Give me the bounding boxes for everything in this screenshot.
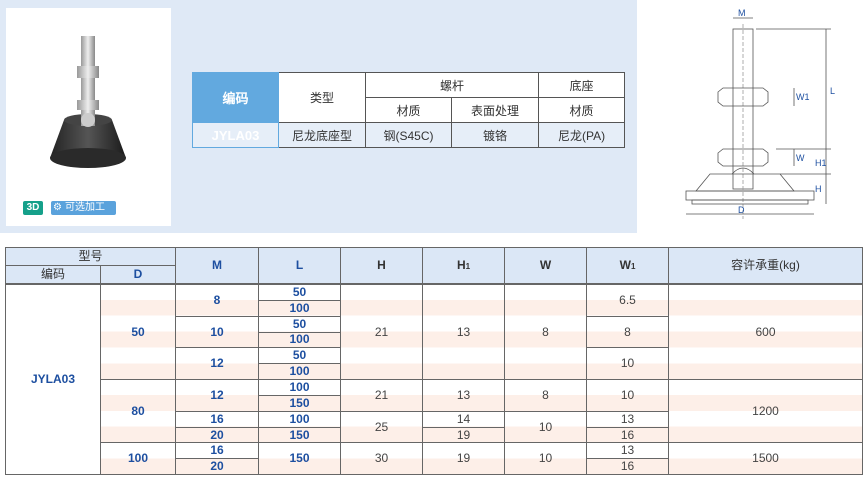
table-row: JYLA03 50 8 50 21 13 8 6.5 600	[5, 283, 863, 476]
L-header: L	[258, 247, 342, 284]
L-cell: 50	[258, 284, 341, 301]
H1-cell: 13	[422, 283, 505, 381]
D-cell: 80	[100, 379, 176, 444]
machining-label: 可选加工	[65, 202, 105, 213]
M-cell: 20	[175, 458, 259, 476]
dim-label-L: L	[830, 86, 835, 96]
load-header: 容许承重(kg)	[668, 247, 864, 284]
H-cell: 21	[340, 283, 423, 381]
H1-cell: 19	[422, 442, 505, 476]
load-cell: 1200	[668, 379, 863, 444]
table-row: 20 16	[6, 426, 863, 444]
W-cell: 10	[504, 410, 587, 444]
H1-cell: 19	[422, 426, 505, 444]
H-header: H	[340, 247, 424, 284]
code-header: 编码	[192, 72, 279, 123]
table-row: 100 16 150 30 19 10 13 1500	[6, 442, 863, 476]
surface-value: 镀铬	[450, 122, 540, 148]
W1-header: W1	[586, 247, 670, 284]
3d-badge[interactable]: 3D	[23, 201, 43, 215]
H1-cell: 13	[422, 379, 505, 412]
H-cell: 25	[340, 410, 423, 444]
L-cell: 100	[258, 331, 341, 349]
H1-header: H1	[422, 247, 506, 284]
load-cell: 1500	[668, 442, 863, 476]
surface-header: 表面处理	[450, 97, 540, 123]
dim-label-H: H	[815, 184, 822, 194]
table-row: 20 16	[6, 458, 863, 476]
dim-label-M: M	[738, 8, 746, 18]
dim-label-W: W	[796, 153, 805, 163]
W1-cell: 13	[586, 410, 669, 428]
type-value: 尼龙底座型	[278, 122, 366, 148]
base-material-header: 材质	[538, 97, 626, 123]
L-cell: 150	[258, 442, 341, 476]
product-info-panel: 3D ⚙ 可选加工 编码 类型 螺杆 底座 材质 表面处理 材质 JYLA03 尼…	[0, 0, 637, 233]
L-cell: 100	[258, 379, 341, 396]
M-cell: 8	[175, 284, 259, 317]
W-cell: 8	[504, 379, 587, 412]
L-cell: 100	[258, 363, 341, 381]
base-header: 底座	[538, 72, 626, 98]
W-cell: 8	[504, 283, 587, 381]
table-row: 12 50 10	[6, 347, 863, 381]
W-cell: 10	[504, 442, 587, 476]
table-row: 80 12 100 21 13 8 10 1200	[6, 379, 863, 444]
screw-material-header: 材质	[365, 97, 452, 123]
D-cell: 100	[100, 442, 176, 476]
L-cell: 50	[258, 315, 341, 333]
code-cell: JYLA03	[5, 283, 101, 476]
W1-cell: 8	[586, 315, 669, 349]
L-cell: 50	[258, 347, 341, 365]
spec-table: 编码 类型 螺杆 底座 材质 表面处理 材质 JYLA03 尼龙底座型 钢(S4…	[192, 72, 626, 148]
D-cell: 50	[100, 283, 176, 381]
M-cell: 20	[175, 426, 259, 444]
W1-cell: 6.5	[586, 284, 669, 317]
dim-label-D: D	[738, 205, 745, 215]
code-header: 编码	[5, 265, 101, 284]
gears-icon: ⚙	[53, 202, 62, 213]
H-cell: 30	[340, 442, 423, 476]
W1-cell: 16	[586, 458, 669, 476]
table-row: 16 100 25 14 10 13	[6, 410, 863, 444]
product-photo	[6, 8, 171, 226]
L-cell: 100	[258, 299, 341, 317]
base-material-value: 尼龙(PA)	[538, 122, 626, 148]
L-cell: 150	[258, 426, 341, 444]
screw-header: 螺杆	[364, 72, 540, 98]
dim-label-H1: H1	[815, 158, 827, 168]
table-row: 100	[6, 363, 863, 381]
dimension-drawing: M L W1 W H1 H D	[685, 8, 835, 219]
M-cell: 12	[175, 347, 259, 381]
W-header: W	[504, 247, 588, 284]
M-cell: 16	[175, 410, 259, 428]
M-cell: 10	[175, 315, 259, 349]
screw-material-value: 钢(S45C)	[365, 122, 452, 148]
model-header: 型号	[4, 247, 177, 266]
M-cell: 16	[175, 442, 259, 460]
H-cell: 21	[340, 379, 423, 412]
dim-label-W1: W1	[796, 92, 810, 102]
L-cell: 150	[258, 394, 341, 412]
H1-cell: 14	[422, 410, 505, 428]
W1-cell: 16	[586, 426, 669, 444]
W1-cell: 13	[586, 442, 669, 460]
optional-machining-badge[interactable]: ⚙ 可选加工	[51, 201, 116, 215]
L-cell: 100	[258, 410, 341, 428]
type-header: 类型	[278, 72, 366, 123]
load-cell: 600	[668, 283, 863, 381]
W1-cell: 10	[586, 347, 669, 381]
dimension-table: 型号 M L H H1 W W1 容许承重(kg) 编码 D JYLA03 50…	[4, 247, 864, 490]
code-value: JYLA03	[192, 122, 279, 148]
table-row: 10 50 8	[6, 315, 863, 349]
M-cell: 12	[175, 379, 259, 412]
leveling-foot-image	[50, 36, 126, 168]
W1-cell: 10	[586, 379, 669, 412]
table-row: 100	[6, 331, 863, 349]
D-header: D	[99, 265, 177, 284]
M-header: M	[175, 247, 260, 284]
